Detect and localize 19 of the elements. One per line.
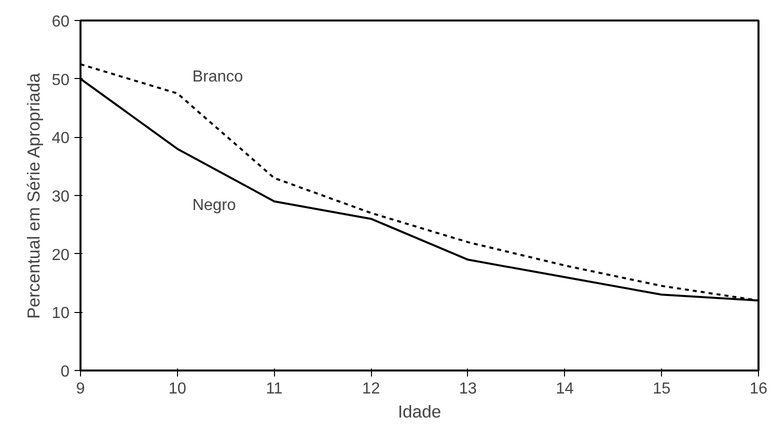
x-tick-label: 13: [459, 380, 477, 398]
y-tick-label: 50: [52, 72, 70, 89]
x-tick-label: 15: [652, 380, 671, 398]
x-tick-label: 14: [556, 380, 574, 398]
y-tick-label: 30: [52, 188, 70, 206]
y-tick-label: 40: [52, 130, 70, 148]
series-label: Branco: [192, 68, 244, 86]
x-tick-label: 10: [168, 380, 186, 398]
series-label: Negro: [192, 196, 236, 214]
y-tick-label: 0: [60, 364, 70, 380]
x-tick-label: 9: [76, 380, 86, 398]
y-tick-label: 60: [52, 14, 70, 30]
x-tick-label: 11: [266, 380, 283, 398]
x-tick-label: 12: [362, 380, 380, 398]
y-axis-title: Percentual em Série Apropriada: [24, 72, 44, 319]
y-tick-label: 10: [52, 305, 70, 322]
x-axis-title: Idade: [398, 402, 442, 422]
y-tick-label: 20: [52, 246, 70, 264]
x-tick-label: 16: [750, 380, 768, 398]
